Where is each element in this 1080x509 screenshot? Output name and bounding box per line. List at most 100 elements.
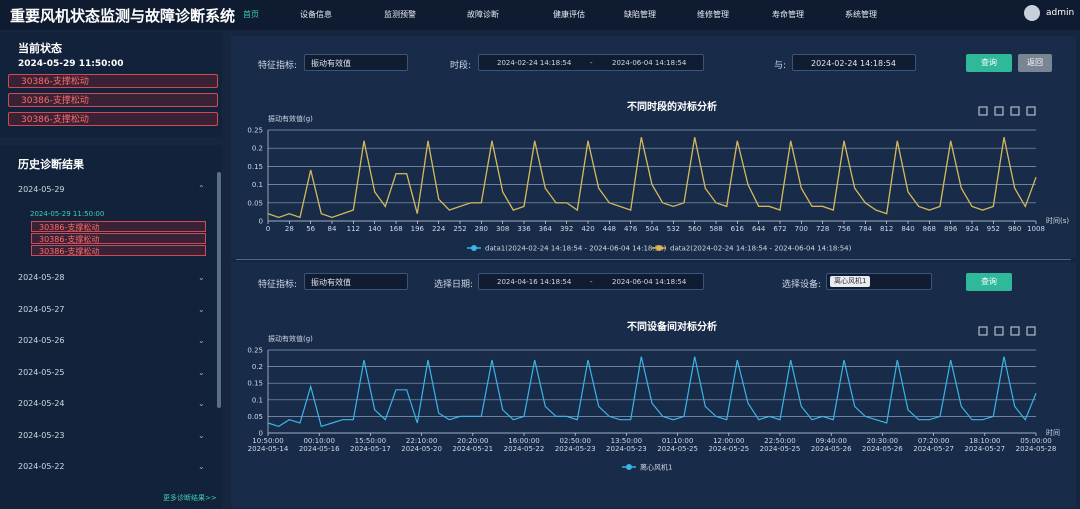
y-tick-label: 0: [259, 218, 263, 226]
nav-item[interactable]: 故障诊断: [467, 10, 499, 19]
nav-item[interactable]: 维修管理: [697, 10, 729, 19]
x-tick-label: 672: [773, 225, 787, 233]
alarm[interactable]: 30386-支撑松动: [8, 93, 218, 107]
x-tick-label: 784: [858, 225, 873, 233]
x-tick-label: 224: [431, 225, 446, 233]
app-title: 重要风机状态监测与故障诊断系统: [10, 7, 236, 25]
toolbar-icon: [1026, 106, 1036, 116]
history-date[interactable]: 2024-05-22: [18, 462, 65, 471]
y-tick-label: 0.05: [247, 199, 263, 207]
date-end[interactable]: 2024-06-04 14:18:54: [612, 278, 687, 286]
x-tick-label: 728: [815, 225, 830, 233]
history-date[interactable]: 2024-05-25: [18, 367, 65, 377]
y-tick-label: 0: [259, 430, 263, 438]
chevron: ⌄: [198, 336, 205, 345]
x-tick-label: 15:50:00 2024-05-17: [350, 437, 391, 453]
x-tick-label: 0: [265, 225, 271, 233]
x-tick-label: 22:10:00 2024-05-20: [401, 437, 442, 453]
chevron: ⌄: [198, 399, 205, 408]
current-time: 2024-05-29 11:50:00: [18, 59, 124, 69]
x-tick-label: 336: [517, 225, 531, 233]
more-link[interactable]: 更多诊断结果>>: [163, 494, 217, 502]
date-range[interactable]: [478, 273, 704, 290]
device-tag[interactable]: 离心风机1: [830, 276, 871, 287]
chevron: ⌄: [198, 273, 205, 282]
x-tick-label: 308: [495, 225, 510, 233]
nav-item[interactable]: 监测预警: [384, 10, 416, 19]
nav-item[interactable]: 首页: [243, 10, 259, 19]
legend-label: 离心风机1: [640, 463, 672, 472]
legend-dot: [656, 245, 662, 251]
nav-item[interactable]: 寿命管理: [772, 10, 804, 19]
x-tick-label: 504: [645, 225, 659, 233]
label: 选择设备:: [782, 280, 822, 290]
x-tick-label: 476: [623, 225, 638, 233]
x-tick-label: 420: [581, 225, 595, 233]
select[interactable]: 振动有效值: [304, 54, 408, 71]
x-tick-label: 644: [751, 225, 766, 233]
x-tick-label: 112: [346, 225, 361, 233]
date-start[interactable]: 2024-04-16 14:18:54: [497, 278, 572, 286]
history-panel: [0, 145, 222, 509]
chevron: ⌃: [198, 184, 205, 193]
history-date[interactable]: 2024-05-28: [18, 273, 65, 282]
y-axis-label: 振动有效值(g): [268, 115, 313, 123]
history-date[interactable]: 2024-05-27: [18, 304, 65, 314]
history-item[interactable]: 30386-支撑松动: [31, 221, 206, 232]
x-tick-label: 588: [709, 225, 723, 233]
chevron: ⌄: [198, 367, 205, 377]
date-input[interactable]: 2024-02-24 14:18:54: [792, 54, 916, 71]
series-line: [267, 356, 1037, 428]
history-date[interactable]: 2024-05-24: [18, 399, 65, 408]
nav-item[interactable]: 系统管理: [845, 10, 877, 19]
x-tick-label: 448: [602, 225, 617, 233]
x-tick-label: 13:50:00 2024-05-23: [606, 437, 647, 453]
x-tick-label: 84: [327, 225, 337, 233]
x-tick-label: 392: [559, 225, 574, 233]
y-tick-label: 0.2: [252, 145, 263, 153]
history-item[interactable]: 30386-支撑松动: [31, 245, 206, 256]
x-tick-label: 18:10:00 2024-05-27: [964, 437, 1006, 453]
x-tick-label: 56: [306, 225, 316, 233]
nav-item[interactable]: 缺陷管理: [624, 10, 656, 19]
x-tick-label: 02:50:00 2024-05-23: [554, 437, 596, 453]
y-tick-label: 0.15: [247, 380, 263, 388]
x-tick-label: 22:50:00 2024-05-25: [759, 437, 801, 453]
x-tick-label: 01:10:00 2024-05-25: [657, 437, 698, 453]
x-tick-label: 07:20:00 2024-05-27: [913, 437, 954, 453]
x-tick-label: 868: [922, 225, 937, 233]
select[interactable]: 振动有效值: [304, 273, 408, 290]
chart-title: 不同设备间对标分析: [627, 322, 717, 333]
alarm[interactable]: 30386-支撑松动: [8, 74, 218, 88]
history-date[interactable]: 2024-05-29: [18, 185, 65, 194]
label: 选择日期:: [434, 280, 474, 290]
nav-item[interactable]: 健康评估: [553, 10, 585, 19]
nav-item[interactable]: 设备信息: [300, 10, 332, 19]
scrollbar[interactable]: [217, 172, 221, 408]
date-sep: -: [590, 59, 593, 67]
y-tick-label: 0.25: [247, 347, 263, 355]
legend-label: data1(2024-02-24 14:18:54 - 2024-06-04 1…: [485, 245, 667, 253]
x-tick-label: 20:30:00 2024-05-26: [862, 437, 903, 453]
divider: [236, 259, 1071, 260]
query-button[interactable]: 查询: [966, 273, 1012, 291]
x-tick-label: 252: [453, 225, 467, 233]
avatar[interactable]: [1024, 5, 1040, 21]
history-item[interactable]: 30386-支撑松动: [31, 233, 206, 244]
chevron: ⌄: [198, 430, 205, 440]
date-sep: -: [590, 278, 593, 286]
x-tick-label: 840: [901, 225, 915, 233]
user-name[interactable]: admin: [1046, 8, 1075, 18]
history-date[interactable]: 2024-05-26: [18, 336, 65, 345]
history-date[interactable]: 2024-05-23: [18, 430, 65, 440]
alarm[interactable]: 30386-支撑松动: [8, 112, 218, 126]
query-button[interactable]: 查询: [966, 54, 1012, 72]
date-end[interactable]: 2024-06-04 14:18:54: [612, 59, 687, 67]
back-button[interactable]: 返回: [1018, 54, 1052, 72]
date-range[interactable]: [478, 54, 704, 71]
section-title: 历史诊断结果: [18, 158, 84, 171]
x-tick-label: 616: [730, 225, 745, 233]
date-start[interactable]: 2024-02-24 14:18:54: [497, 59, 572, 67]
